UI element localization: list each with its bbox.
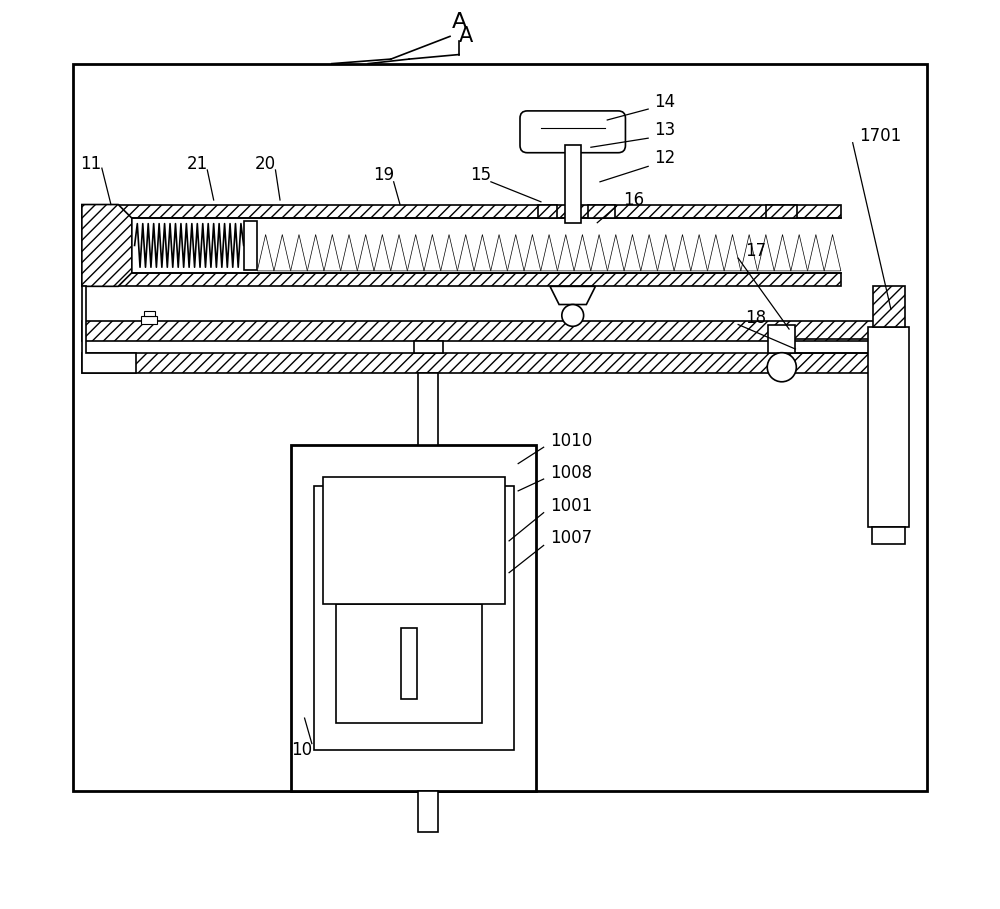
Bar [538, 205, 557, 218]
Bar [314, 486, 514, 750]
Text: 20: 20 [255, 155, 276, 173]
Text: A: A [459, 26, 473, 46]
Bar [873, 286, 905, 327]
Polygon shape [524, 235, 541, 271]
Text: 1701: 1701 [859, 127, 901, 145]
Polygon shape [707, 235, 724, 271]
Text: 11: 11 [80, 155, 101, 173]
Polygon shape [407, 235, 424, 271]
Bar [414, 341, 443, 353]
Polygon shape [691, 235, 707, 271]
Polygon shape [550, 286, 595, 305]
Text: A: A [451, 12, 467, 32]
Bar [244, 221, 257, 270]
Bar [418, 791, 438, 832]
Polygon shape [491, 235, 507, 271]
Text: 1001: 1001 [550, 497, 592, 515]
Polygon shape [758, 235, 774, 271]
Polygon shape [374, 235, 391, 271]
Bar [291, 445, 536, 791]
Text: 13: 13 [655, 121, 676, 139]
Bar [82, 353, 895, 373]
Text: 21: 21 [186, 155, 208, 173]
Polygon shape [741, 235, 758, 271]
Text: 1007: 1007 [550, 529, 592, 547]
Bar [766, 205, 797, 218]
Polygon shape [808, 235, 824, 271]
Polygon shape [274, 235, 291, 271]
Polygon shape [457, 235, 474, 271]
Polygon shape [507, 235, 524, 271]
Polygon shape [291, 235, 307, 271]
Bar [323, 477, 505, 604]
Polygon shape [657, 235, 674, 271]
Bar [872, 527, 905, 544]
Text: 12: 12 [655, 149, 676, 167]
Polygon shape [624, 235, 641, 271]
Bar [82, 273, 841, 286]
Polygon shape [607, 235, 624, 271]
Polygon shape [82, 205, 132, 286]
Polygon shape [791, 235, 808, 271]
Polygon shape [824, 235, 841, 271]
Text: 1010: 1010 [550, 432, 592, 450]
Polygon shape [541, 235, 557, 271]
Polygon shape [674, 235, 691, 271]
Polygon shape [474, 235, 491, 271]
Text: 16: 16 [623, 191, 644, 209]
Polygon shape [441, 235, 457, 271]
Polygon shape [557, 235, 574, 271]
Bar [588, 205, 615, 218]
Polygon shape [724, 235, 741, 271]
Circle shape [767, 353, 796, 382]
Bar [82, 321, 895, 341]
Bar [73, 64, 927, 791]
Polygon shape [574, 235, 591, 271]
Polygon shape [391, 235, 407, 271]
Polygon shape [257, 235, 274, 271]
Bar [565, 145, 581, 223]
Bar [401, 628, 417, 699]
Polygon shape [307, 235, 324, 271]
Polygon shape [82, 286, 136, 373]
Text: 18: 18 [745, 309, 767, 327]
Text: 14: 14 [655, 93, 676, 111]
Polygon shape [324, 235, 341, 271]
Bar [418, 373, 438, 445]
Bar [768, 325, 795, 353]
FancyBboxPatch shape [520, 111, 625, 153]
Text: 1008: 1008 [550, 464, 592, 482]
Circle shape [562, 305, 584, 326]
Text: 19: 19 [373, 165, 394, 184]
Polygon shape [341, 235, 357, 271]
Polygon shape [424, 235, 441, 271]
Bar [82, 205, 841, 218]
Polygon shape [591, 235, 607, 271]
Bar [141, 316, 157, 324]
Polygon shape [774, 235, 791, 271]
Text: 17: 17 [745, 242, 767, 260]
Bar [868, 327, 909, 527]
Bar [336, 604, 482, 723]
Polygon shape [641, 235, 657, 271]
Polygon shape [357, 235, 374, 271]
Bar [144, 311, 155, 316]
Text: 15: 15 [470, 165, 491, 184]
Text: 10: 10 [291, 741, 312, 759]
